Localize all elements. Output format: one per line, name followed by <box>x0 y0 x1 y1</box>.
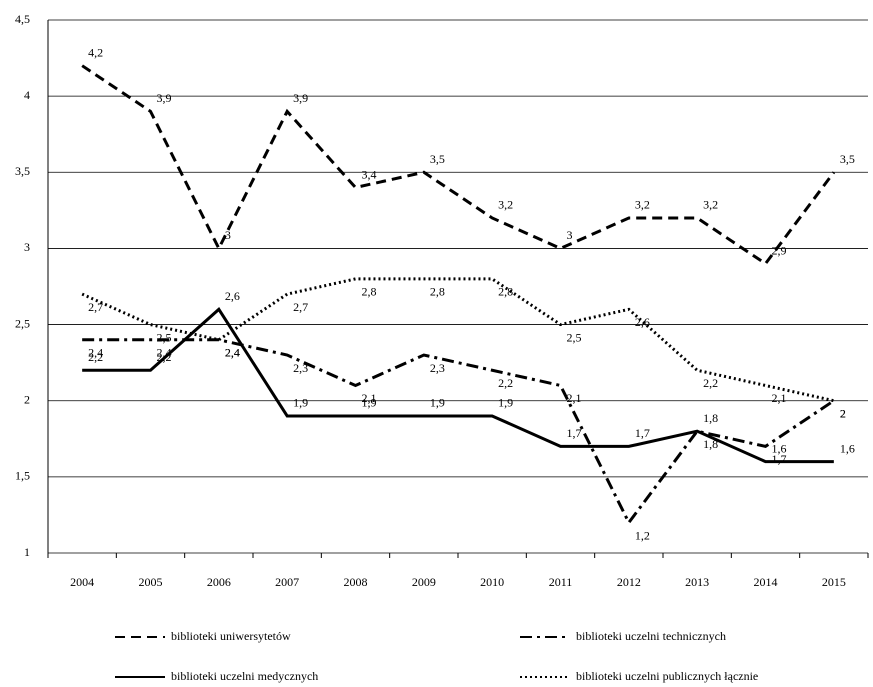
series-line <box>81 64 836 266</box>
y-tick-label: 4 <box>24 88 30 102</box>
series-line <box>81 277 835 403</box>
data-label: 3,2 <box>635 198 650 212</box>
x-tick-label: 2005 <box>139 575 163 589</box>
x-tick-label: 2008 <box>344 575 368 589</box>
y-tick-label: 1,5 <box>15 469 30 483</box>
data-label: 1,8 <box>703 411 718 425</box>
data-label: 2,4 <box>225 346 240 360</box>
data-label: 2,4 <box>225 346 240 360</box>
x-tick-label: 2010 <box>480 575 504 589</box>
data-label: 3,2 <box>498 198 513 212</box>
data-label: 4,2 <box>88 45 103 59</box>
data-label: 2,2 <box>703 376 718 390</box>
data-label: 1,6 <box>772 441 787 455</box>
data-label: 2,6 <box>635 315 650 329</box>
data-label: 3,2 <box>703 198 718 212</box>
data-label: 3 <box>225 228 231 242</box>
legend-label: biblioteki uniwersytetów <box>171 629 291 643</box>
data-label: 2,9 <box>772 243 787 257</box>
x-tick-label: 2007 <box>275 575 299 589</box>
data-label: 2,3 <box>430 361 445 375</box>
data-label: 2,4 <box>88 346 103 360</box>
data-label: 2,7 <box>88 300 103 314</box>
series-line <box>82 338 835 526</box>
data-label: 2,7 <box>293 300 308 314</box>
series-line <box>82 307 834 464</box>
data-label: 1,9 <box>498 396 513 410</box>
legend-label: biblioteki uczelni medycznych <box>171 669 318 683</box>
x-tick-label: 2015 <box>822 575 846 589</box>
x-tick-label: 2009 <box>412 575 436 589</box>
data-label: 2,2 <box>88 350 103 364</box>
data-label: 2,2 <box>498 376 513 390</box>
data-label: 3,5 <box>430 152 445 166</box>
data-label: 1,9 <box>293 396 308 410</box>
y-tick-label: 4,5 <box>15 12 30 26</box>
y-tick-label: 1 <box>24 545 30 559</box>
data-label: 2,8 <box>498 285 513 299</box>
y-tick-label: 2,5 <box>15 316 30 330</box>
data-label: 2 <box>840 406 846 420</box>
data-label: 3,9 <box>157 91 172 105</box>
data-label: 2,8 <box>362 285 377 299</box>
data-label: 2 <box>840 406 846 420</box>
data-label: 3 <box>567 228 573 242</box>
legend-label: biblioteki uczelni publicznych łącznie <box>576 669 758 683</box>
data-label: 2,1 <box>362 391 377 405</box>
data-label: 1,6 <box>840 441 855 455</box>
data-label: 2,1 <box>567 391 582 405</box>
data-label: 1,9 <box>430 396 445 410</box>
data-label: 2,2 <box>157 350 172 364</box>
legend-label: biblioteki uczelni technicznych <box>576 629 726 643</box>
x-tick-label: 2014 <box>754 575 778 589</box>
x-tick-label: 2012 <box>617 575 641 589</box>
y-tick-label: 2 <box>24 392 30 406</box>
data-label: 2,5 <box>567 330 582 344</box>
data-label: 1,7 <box>567 426 582 440</box>
y-tick-label: 3 <box>24 240 30 254</box>
data-label: 3,5 <box>840 152 855 166</box>
x-tick-label: 2004 <box>70 575 94 589</box>
x-tick-label: 2006 <box>207 575 231 589</box>
data-label: 1,2 <box>635 528 650 542</box>
y-tick-label: 3,5 <box>15 164 30 178</box>
data-label: 2,3 <box>293 361 308 375</box>
data-label: 2,8 <box>430 285 445 299</box>
data-label: 2,6 <box>225 289 240 303</box>
data-label: 3,9 <box>293 91 308 105</box>
x-tick-label: 2011 <box>549 575 573 589</box>
data-label: 1,9 <box>362 396 377 410</box>
x-tick-label: 2013 <box>685 575 709 589</box>
data-label: 3,4 <box>362 167 377 181</box>
data-label: 1,7 <box>635 426 650 440</box>
data-label: 2,1 <box>772 391 787 405</box>
data-label: 2,5 <box>157 330 172 344</box>
